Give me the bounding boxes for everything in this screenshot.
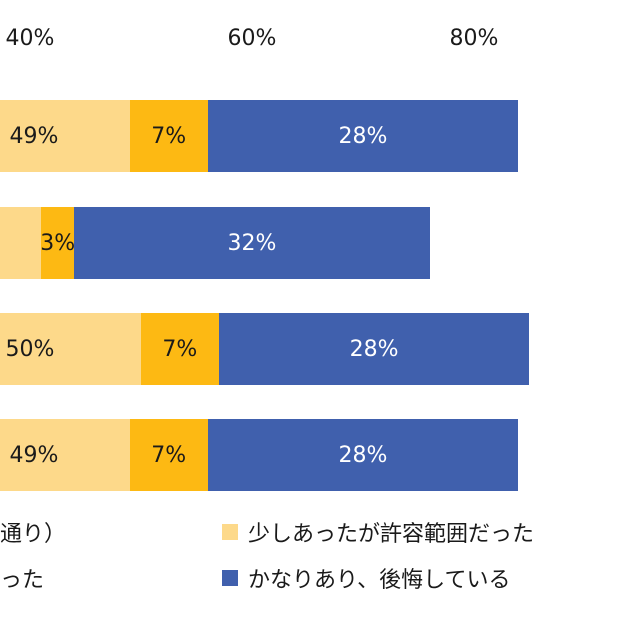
x-tick-label: 60%: [227, 26, 277, 51]
legend-swatch-tolerable: [222, 524, 238, 540]
legend-swatch-regret: [222, 570, 238, 586]
data-label: 3%: [40, 230, 76, 256]
bar-segment: [207, 419, 519, 491]
legend-label-tolerable: 少しあったが許容範囲だった: [248, 522, 535, 547]
bar-segment: [207, 100, 519, 172]
legend-left-item-2: った: [0, 562, 44, 594]
bar-segment: [129, 100, 208, 172]
bar-segment: [74, 207, 430, 279]
bar-segment: [0, 419, 130, 491]
data-label: 50%: [5, 336, 55, 362]
data-label: 7%: [162, 336, 198, 362]
legend-item-regret: かなりあり、後悔している: [222, 562, 510, 594]
data-label: 49%: [9, 123, 59, 149]
data-label: 7%: [151, 123, 187, 149]
legend-left-label: った: [0, 568, 45, 593]
bar-segment: [0, 313, 141, 385]
bar-segment: [129, 419, 208, 491]
data-label: 49%: [9, 442, 59, 468]
legend-item-tolerable: 少しあったが許容範囲だった: [222, 516, 534, 548]
bar-segment: [218, 313, 530, 385]
x-tick-label: 80%: [449, 26, 499, 51]
data-label: 32%: [227, 230, 277, 256]
legend-left-label: 通り）: [0, 522, 67, 547]
data-label: 28%: [349, 336, 399, 362]
x-tick-label: 40%: [5, 26, 55, 51]
legend-label-regret: かなりあり、後悔している: [248, 568, 511, 593]
data-label: 28%: [338, 442, 388, 468]
bar-segment: [0, 100, 130, 172]
data-label: 7%: [151, 442, 187, 468]
legend-left-item-1: 通り）: [0, 516, 66, 548]
data-label: 28%: [338, 123, 388, 149]
bar-segment: [141, 313, 219, 385]
bar-segment: [0, 207, 42, 279]
bar-segment: [41, 207, 75, 279]
